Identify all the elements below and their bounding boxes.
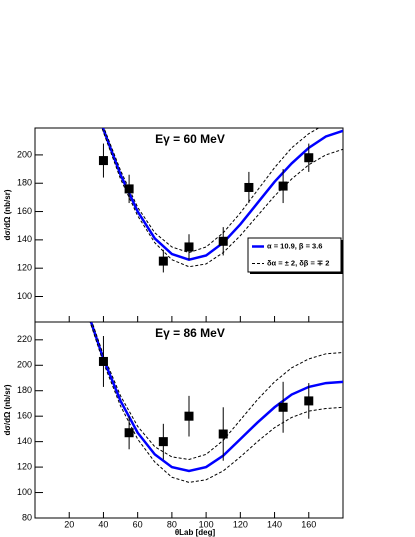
legend-label: δα = ± 2, δβ = ∓ 2 — [267, 258, 329, 267]
marker — [218, 429, 228, 439]
curve — [101, 128, 343, 268]
y-tick-label: 220 — [17, 334, 32, 344]
marker — [184, 242, 194, 252]
x-tick-label: 80 — [167, 519, 177, 529]
y-tick-label: 180 — [17, 178, 32, 188]
legend — [247, 237, 342, 273]
legend-label: α = 10.9, β = 3.6 — [267, 241, 322, 250]
frame — [34, 321, 344, 519]
curve — [103, 128, 320, 254]
y-tick-label: 100 — [17, 487, 32, 497]
y-axis-label: dσ/dΩ (nb/sr) — [3, 189, 12, 240]
y-tick-label: 160 — [17, 411, 32, 421]
x-axis-label: θLab [deg] — [175, 528, 216, 537]
y-tick-label: 100 — [17, 291, 32, 301]
marker — [158, 437, 168, 447]
x-tick-label: 60 — [133, 519, 143, 529]
x-tick-label: 20 — [64, 519, 74, 529]
marker — [184, 411, 194, 421]
marker — [244, 182, 254, 192]
marker — [98, 356, 108, 366]
y-tick-label: 140 — [17, 234, 32, 244]
panel-title: Eγ = 60 MeV — [155, 132, 225, 146]
y-axis-label: dσ/dΩ (nb/sr) — [3, 384, 12, 435]
y-tick-label: 160 — [17, 206, 32, 216]
y-tick-label: 140 — [17, 436, 32, 446]
marker — [98, 156, 108, 166]
y-tick-label: 200 — [17, 149, 32, 159]
marker — [158, 256, 168, 266]
marker — [304, 153, 314, 163]
curve — [101, 128, 343, 261]
y-tick-label: 120 — [17, 461, 32, 471]
y-tick-label: 200 — [17, 360, 32, 370]
curve — [91, 322, 343, 460]
x-tick-label: 100 — [199, 519, 214, 529]
y-tick-label: 120 — [17, 263, 32, 273]
panel-title: Eγ = 86 MeV — [155, 326, 225, 340]
y-tick-label: 80 — [22, 512, 32, 522]
y-tick-label: 180 — [17, 385, 32, 395]
x-tick-label: 140 — [267, 519, 282, 529]
marker — [278, 402, 288, 412]
marker — [278, 181, 288, 191]
marker — [124, 184, 134, 194]
marker — [304, 396, 314, 406]
x-tick-label: 160 — [301, 519, 316, 529]
marker — [124, 428, 134, 438]
marker — [218, 236, 228, 246]
x-tick-label: 120 — [233, 519, 248, 529]
x-tick-label: 40 — [98, 519, 108, 529]
